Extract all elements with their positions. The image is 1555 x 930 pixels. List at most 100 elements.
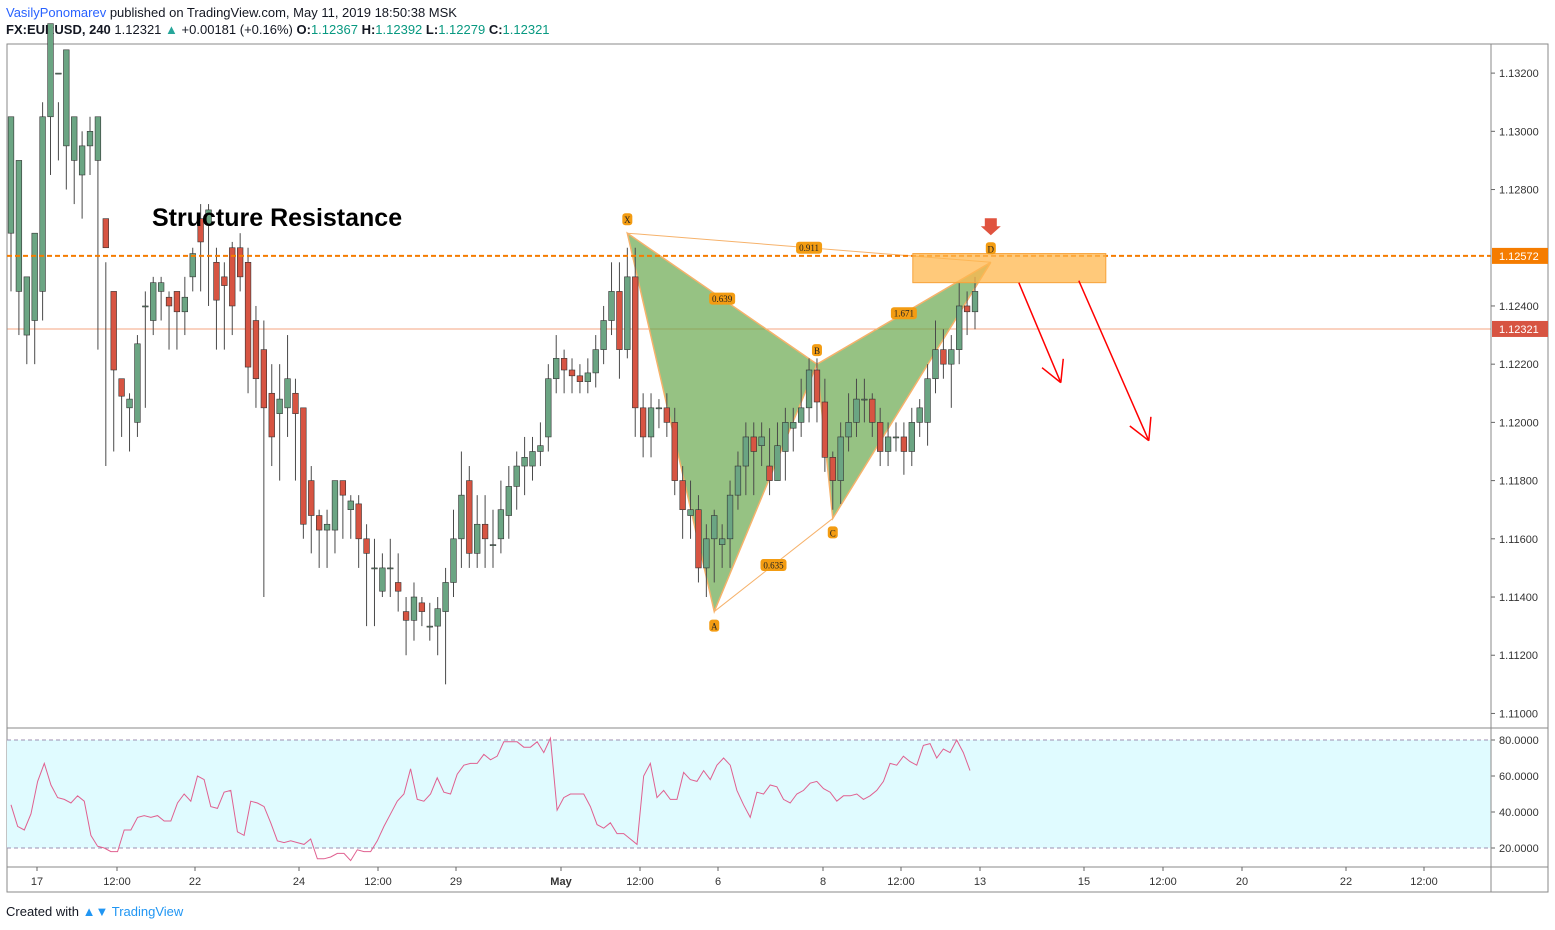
candle-bull [94,116,102,161]
pattern-point-label-d: D [988,244,995,254]
candle-bull [742,436,749,467]
candle-bull [845,422,852,438]
candle-bull [916,407,923,423]
candle-bull [948,349,955,365]
pattern-point-b [811,344,822,357]
candle-bull [782,422,789,452]
last-price-value: 1.12321 [1499,324,1539,336]
price-change: +0.00181 (+0.16%) [181,22,293,37]
candle-bear [576,375,584,382]
price-tick-label: 1.12200 [1499,359,1539,371]
candle-bull [726,494,734,540]
time-tick-label: 12:00 [103,876,131,888]
candle-bull [584,372,591,382]
candle-bull [521,457,528,467]
time-tick-label: 22 [1340,876,1352,888]
open-label: O: [296,22,311,37]
candle-bull [553,358,560,380]
candle-bull [23,276,30,336]
time-tick-label: 12:00 [887,876,915,888]
symbol-info: FX:EURUSD, 240 1.12321 ▲ +0.00181 (+0.16… [6,22,550,37]
projection-arrow-2-head [1148,416,1152,441]
candle-bull [489,544,497,546]
candle-bull [331,480,339,531]
candle-bear [213,261,220,301]
candle-bear [900,436,908,452]
candle-bear [663,407,670,423]
candle-bull [592,349,599,374]
candle-bull [71,116,78,161]
close-label: C: [488,22,503,37]
candle-bull [181,296,188,313]
candle-bull [371,567,378,570]
candle-bear [568,369,576,377]
price-tick-label: 1.11800 [1499,476,1538,488]
candle-bear [766,465,773,481]
projection-arrow-1 [1018,282,1065,384]
candle-bull [884,436,892,452]
main-pane-border [6,43,1549,893]
candle-bear [940,349,947,365]
candle-bear [110,291,117,371]
candle-bull [189,253,196,278]
candle-bear [300,407,307,525]
resistance-price-tag [1492,247,1548,264]
price-tick-label: 1.12800 [1499,185,1539,197]
candle-bear [963,305,971,313]
price-tick-label: 1.11200 [1499,650,1538,662]
pattern-point-label-a: A [711,622,718,632]
candle-bull [379,567,386,592]
pattern-point-label-x: X [624,215,631,225]
candle-bull [711,515,718,540]
pattern-point-c [827,526,838,539]
candle-bull [853,398,860,423]
candle-bull [126,398,133,409]
rsi-tick-label: 20.0000 [1499,843,1539,855]
candle-bull [142,305,149,308]
candle-bull [924,378,931,423]
candle-bear [813,369,821,403]
created-with-text: Created with [6,904,79,919]
candle-bull [624,276,631,350]
time-tick-label: 29 [450,876,462,888]
candle-bull [39,116,46,292]
time-tick-label: 8 [820,876,826,888]
candle-bull [78,145,86,176]
rsi-pane: 80.0000 60.0000 40.0000 20.0000 [7,735,1539,862]
time-tick-label: 24 [293,876,305,888]
ratio-label: 0.911 [799,243,819,253]
projection-arrow-2 [1078,280,1152,442]
candle-bull [86,131,94,147]
candle-bull [758,436,765,446]
time-tick-label: 12:00 [364,876,392,888]
projection-arrow-1-shaft [1018,282,1062,383]
candle-bull [347,500,354,511]
time-tick-label: 6 [715,876,721,888]
harmonic-pattern [626,231,992,615]
candle-bull [458,494,465,540]
candle-bull [426,625,433,628]
candle-bull [774,445,781,481]
author-link[interactable]: VasilyPonomarev [6,5,107,20]
last-price-tag [1492,320,1548,337]
candle-bull [908,422,915,452]
rsi-tick-label: 60.0000 [1499,771,1539,783]
candle-bull [505,486,512,516]
footer: Created with ▲▼ TradingView [6,904,183,919]
candle-bear [466,480,473,554]
candle-bull [647,407,655,438]
candle-bull [157,282,165,292]
change-up-icon: ▲ [165,22,178,37]
price-tick-label: 1.11400 [1499,592,1538,604]
candle-bull [387,567,394,570]
candle-bear [197,218,204,243]
candle-bear [821,401,829,458]
candle-bull [410,596,418,621]
candle-bear [237,247,244,278]
candle-bear [616,291,623,350]
pattern-point-a [709,619,720,632]
time-tick-label: 12:00 [1149,876,1177,888]
candle-bear [750,436,757,452]
sell-zone [912,253,1107,284]
